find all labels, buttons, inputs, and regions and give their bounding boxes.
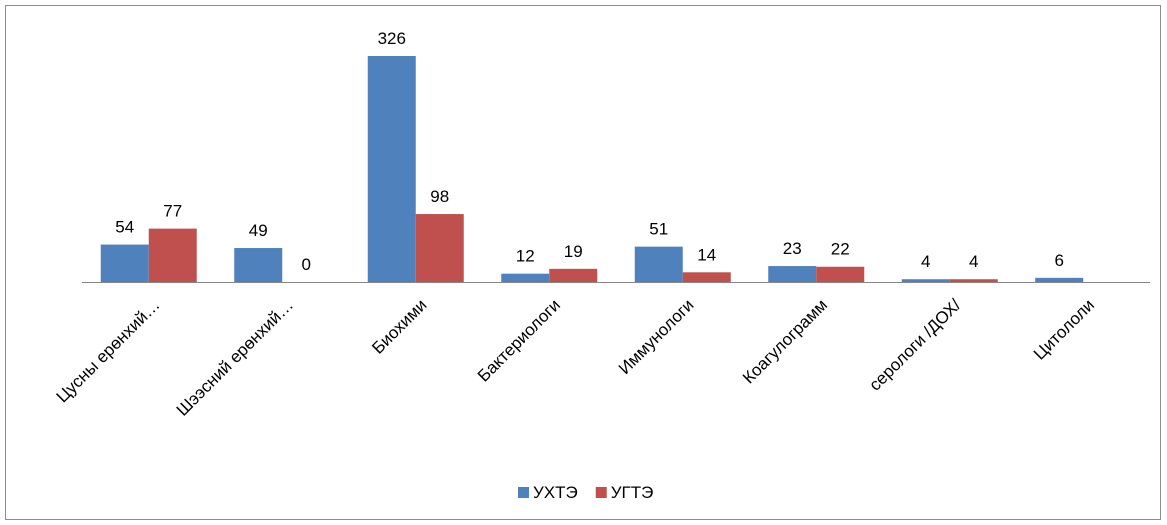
bar <box>415 214 464 282</box>
data-label: 98 <box>430 187 449 206</box>
bar <box>816 266 865 282</box>
data-label: 22 <box>831 240 850 259</box>
data-label: 6 <box>1055 251 1064 270</box>
bar <box>549 268 598 282</box>
data-label: 54 <box>115 218 134 237</box>
bar <box>682 272 731 282</box>
data-label: 19 <box>564 242 583 261</box>
bar <box>901 279 950 282</box>
data-label: 326 <box>378 29 406 48</box>
bar <box>501 273 550 282</box>
bar <box>1035 277 1084 282</box>
bar <box>367 56 416 282</box>
legend-swatch <box>595 487 607 498</box>
data-label: 12 <box>516 247 535 266</box>
bar <box>634 246 683 282</box>
data-label: 14 <box>697 245 716 264</box>
data-label: 4 <box>969 252 978 271</box>
data-label: 23 <box>783 239 802 258</box>
legend-label: УГТЭ <box>611 483 654 502</box>
legend-swatch <box>518 487 529 498</box>
data-label: 51 <box>649 220 668 239</box>
bar <box>148 228 197 282</box>
data-label: 77 <box>163 202 182 221</box>
data-label: 49 <box>249 221 268 240</box>
data-label: 4 <box>921 252 930 271</box>
bar <box>234 248 283 282</box>
bar <box>949 279 998 282</box>
bar <box>100 244 149 282</box>
chart-frame <box>5 5 1161 520</box>
bar <box>768 266 817 282</box>
data-label: 0 <box>302 255 311 274</box>
legend-label: УХТЭ <box>533 483 578 502</box>
